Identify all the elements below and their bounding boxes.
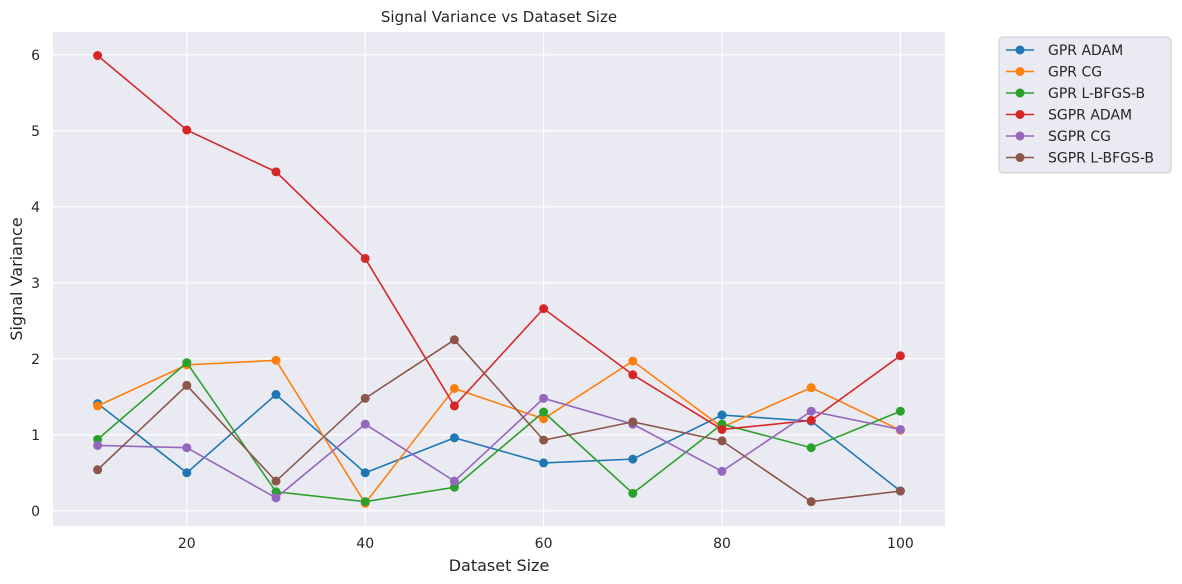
series-line bbox=[97, 359, 901, 505]
data-point bbox=[449, 433, 459, 443]
y-tick-label: 2 bbox=[31, 352, 40, 368]
data-point bbox=[895, 351, 905, 361]
legend-label: SGPR L-BFGS-B bbox=[1048, 151, 1154, 167]
data-point bbox=[449, 401, 459, 411]
data-point bbox=[806, 406, 816, 416]
y-axis-label: Signal Variance bbox=[7, 217, 26, 340]
x-tick-label: 20 bbox=[178, 536, 196, 552]
x-axis-label: Dataset Size bbox=[449, 556, 550, 575]
series-sgpr-cg bbox=[93, 393, 905, 503]
data-point bbox=[628, 417, 638, 427]
y-tick-label: 3 bbox=[31, 276, 40, 292]
data-point bbox=[539, 407, 549, 417]
data-point bbox=[93, 440, 103, 450]
data-point bbox=[539, 393, 549, 403]
legend-label: GPR ADAM bbox=[1048, 43, 1123, 59]
data-point bbox=[539, 414, 549, 424]
legend-label: GPR L-BFGS-B bbox=[1048, 86, 1145, 102]
series-line bbox=[97, 361, 901, 503]
y-tick-label: 4 bbox=[31, 200, 40, 216]
x-tick-label: 60 bbox=[535, 536, 553, 552]
legend-item: GPR L-BFGS-B bbox=[1006, 86, 1145, 102]
series-layer bbox=[93, 51, 905, 508]
y-tick-label: 5 bbox=[31, 124, 40, 140]
data-point bbox=[628, 356, 638, 366]
series-line bbox=[97, 54, 901, 431]
data-point bbox=[93, 51, 103, 61]
data-point bbox=[628, 454, 638, 464]
legend-box bbox=[998, 36, 1172, 174]
data-point bbox=[182, 468, 192, 478]
y-tick-label: 1 bbox=[31, 428, 40, 444]
legend-item: SGPR ADAM bbox=[1006, 108, 1132, 124]
data-point bbox=[271, 390, 281, 400]
legend-item: SGPR CG bbox=[1006, 129, 1111, 145]
data-point bbox=[271, 355, 281, 365]
data-point bbox=[449, 335, 459, 345]
x-tick-label: 40 bbox=[356, 536, 374, 552]
legend-label: SGPR CG bbox=[1048, 129, 1111, 145]
legend-swatch-marker bbox=[1015, 153, 1025, 162]
data-point bbox=[806, 415, 816, 425]
legend-swatch-marker bbox=[1015, 131, 1025, 141]
data-point bbox=[717, 424, 727, 434]
data-point bbox=[182, 358, 192, 368]
series-sgpr-adam bbox=[93, 51, 905, 434]
series-line bbox=[97, 397, 901, 499]
legend-swatch-marker bbox=[1015, 67, 1025, 76]
data-point bbox=[360, 419, 370, 429]
x-tick-label: 80 bbox=[713, 536, 731, 552]
data-point bbox=[360, 497, 370, 507]
data-point bbox=[539, 435, 549, 445]
data-point bbox=[628, 370, 638, 380]
data-point bbox=[271, 493, 281, 503]
y-tick-label: 6 bbox=[31, 48, 40, 64]
data-point bbox=[93, 465, 103, 475]
x-tick-label: 100 bbox=[887, 536, 914, 552]
series-sgpr-l-bfgs-b bbox=[93, 335, 905, 507]
chart-title: Signal Variance vs Dataset Size bbox=[381, 8, 617, 26]
legend-item: GPR CG bbox=[1006, 65, 1102, 81]
data-point bbox=[271, 476, 281, 486]
legend: GPR ADAM GPR CG GPR L-BFGS-B SGPR ADAM SGPR … bbox=[998, 36, 1172, 174]
data-point bbox=[182, 125, 192, 135]
data-point bbox=[93, 401, 103, 411]
data-point bbox=[182, 380, 192, 390]
data-point bbox=[895, 486, 905, 496]
grid bbox=[53, 32, 945, 526]
data-point bbox=[806, 383, 816, 393]
data-point bbox=[539, 458, 549, 468]
tick-labels: 20 40 60 80 100 0 1 2 3 4 5 6 bbox=[31, 48, 914, 552]
data-point bbox=[895, 424, 905, 434]
data-point bbox=[449, 383, 459, 393]
data-point bbox=[895, 406, 905, 416]
data-point bbox=[182, 443, 192, 453]
data-point bbox=[806, 443, 816, 453]
data-point bbox=[449, 476, 459, 486]
data-point bbox=[717, 410, 727, 420]
series-line bbox=[97, 338, 901, 503]
data-point bbox=[271, 167, 281, 177]
legend-label: GPR CG bbox=[1048, 65, 1102, 81]
data-point bbox=[717, 436, 727, 446]
data-point bbox=[717, 466, 727, 476]
legend-label: SGPR ADAM bbox=[1048, 108, 1132, 124]
legend-swatch-marker bbox=[1015, 45, 1025, 55]
data-point bbox=[539, 304, 549, 314]
y-tick-label: 0 bbox=[31, 504, 40, 520]
data-point bbox=[360, 253, 370, 263]
legend-item: GPR ADAM bbox=[1006, 43, 1123, 59]
data-point bbox=[360, 393, 370, 403]
data-point bbox=[360, 468, 370, 478]
legend-swatch-marker bbox=[1015, 110, 1025, 119]
legend-swatch-marker bbox=[1015, 88, 1025, 98]
data-point bbox=[806, 497, 816, 507]
data-point bbox=[628, 488, 638, 498]
legend-item: SGPR L-BFGS-B bbox=[1006, 151, 1154, 167]
